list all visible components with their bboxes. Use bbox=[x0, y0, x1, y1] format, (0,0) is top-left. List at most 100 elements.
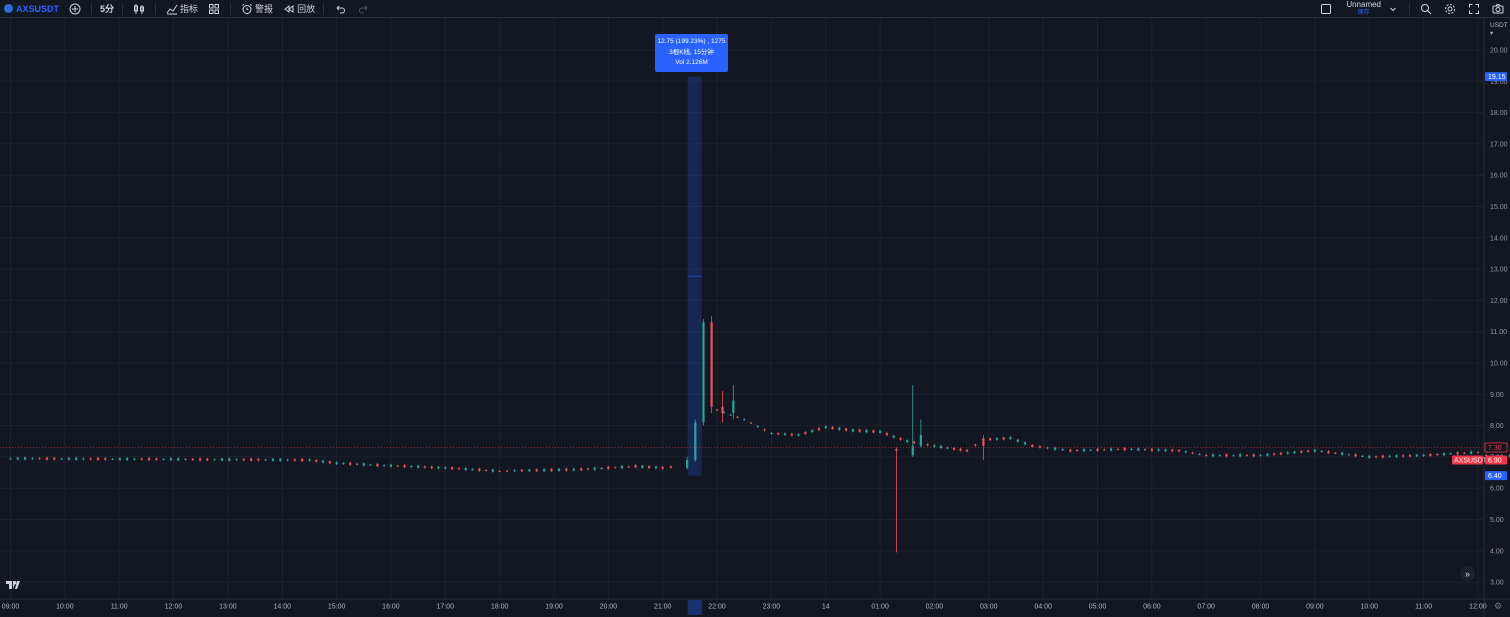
fullscreen-button[interactable] bbox=[1462, 0, 1486, 17]
candle-body bbox=[1109, 448, 1113, 451]
price-tick-label: 8.00 bbox=[1490, 423, 1504, 430]
candle-body bbox=[1429, 454, 1432, 456]
divider bbox=[230, 2, 232, 15]
candle-body bbox=[1307, 450, 1310, 452]
price-axis[interactable]: 20.00 19.00 18.00 17.00 16.00 15.00 14.00 13.00… bbox=[1452, 18, 1508, 617]
candle-body bbox=[213, 459, 216, 461]
redo-button[interactable] bbox=[352, 0, 376, 17]
interval-button[interactable]: 5分 bbox=[96, 0, 118, 17]
candle-body bbox=[308, 459, 311, 461]
candle-body bbox=[912, 441, 916, 444]
candle-body bbox=[817, 428, 821, 431]
candle-body bbox=[328, 461, 331, 464]
candle-body bbox=[1422, 454, 1425, 457]
layout-toggle-button[interactable] bbox=[1314, 0, 1338, 17]
settings-button[interactable] bbox=[1438, 0, 1462, 17]
replay-button[interactable]: 回放 bbox=[277, 0, 319, 17]
candle-body bbox=[892, 435, 895, 438]
candle-body bbox=[82, 458, 85, 460]
candle-body bbox=[257, 459, 260, 461]
candle-body bbox=[1436, 454, 1439, 456]
tooltip-bars: 3根K线, 15分钟 bbox=[669, 48, 714, 56]
candle-body bbox=[104, 458, 107, 460]
tradingview-logo[interactable] bbox=[6, 580, 20, 592]
time-tick-label: 10:00 bbox=[1360, 604, 1378, 611]
candle-body bbox=[1191, 452, 1194, 454]
candle-body bbox=[505, 470, 509, 472]
time-tick-label: 09:00 bbox=[1306, 604, 1324, 611]
candle-body bbox=[1096, 448, 1099, 451]
candle-body bbox=[417, 465, 420, 468]
alarm-clock-icon bbox=[239, 1, 255, 17]
price-chart[interactable]: 20.00 19.00 18.00 17.00 16.00 15.00 14.00 13.00… bbox=[0, 18, 1510, 617]
candle-body bbox=[1245, 455, 1249, 457]
chart-grid bbox=[0, 18, 1484, 599]
candle-body bbox=[1259, 454, 1262, 456]
price-tick-label: 19.00 bbox=[1490, 79, 1508, 86]
candle-body bbox=[565, 468, 568, 471]
high-price-marker-bg bbox=[1485, 72, 1507, 82]
scroll-to-realtime-button[interactable]: » bbox=[1460, 566, 1475, 581]
candle-body bbox=[831, 426, 834, 429]
candle-body bbox=[790, 433, 793, 436]
candle-body bbox=[162, 459, 165, 461]
search-button[interactable] bbox=[1414, 0, 1438, 17]
indicators-button[interactable]: 指标 bbox=[160, 0, 202, 17]
candle-body bbox=[450, 467, 454, 470]
price-tick-label: 12.00 bbox=[1490, 298, 1508, 305]
candle-body bbox=[235, 459, 238, 461]
candle-body bbox=[67, 457, 70, 460]
chart-type-button[interactable] bbox=[127, 0, 151, 17]
undo-button[interactable] bbox=[328, 0, 352, 17]
time-tick-label: 23:00 bbox=[763, 604, 781, 611]
candle-body bbox=[535, 469, 538, 472]
candle-body bbox=[1177, 449, 1181, 452]
candle-body bbox=[1361, 455, 1364, 457]
time-axis-settings-button[interactable]: ⚙ bbox=[1494, 601, 1502, 612]
candle-body bbox=[661, 466, 664, 469]
candle-body bbox=[38, 458, 41, 460]
candle-body bbox=[1313, 449, 1316, 452]
candle-body bbox=[783, 433, 787, 435]
alert-button[interactable]: 警报 bbox=[235, 0, 277, 17]
candle-body bbox=[60, 458, 63, 460]
currency-label[interactable]: USDT ▾ bbox=[1490, 22, 1508, 37]
candle-body bbox=[1198, 453, 1201, 455]
candle-body bbox=[228, 458, 231, 461]
candle-body bbox=[641, 465, 644, 468]
candle-body bbox=[654, 466, 658, 469]
candle-body bbox=[301, 458, 304, 462]
candle-body bbox=[279, 458, 282, 461]
tooltip-volume: Vol 2.126M bbox=[675, 59, 708, 67]
compare-symbol-button[interactable] bbox=[63, 0, 87, 17]
candle-body bbox=[736, 416, 739, 418]
candle-body bbox=[9, 458, 12, 460]
candle-body bbox=[732, 400, 735, 414]
candle-body bbox=[403, 465, 406, 468]
price-tick-label: 14.00 bbox=[1490, 235, 1508, 242]
time-tick-label: 16:00 bbox=[382, 604, 400, 611]
candle-body bbox=[824, 426, 827, 429]
snapshot-button[interactable] bbox=[1486, 0, 1510, 17]
candle-body bbox=[1054, 447, 1057, 450]
candle-body bbox=[607, 466, 610, 469]
candle-body bbox=[1076, 450, 1079, 452]
candle-body bbox=[520, 469, 523, 472]
layout-menu-button[interactable]: Unnamed 保存 bbox=[1338, 0, 1405, 17]
time-axis[interactable]: 09:00 10:00 11:00 12:00 13:00 14:00 15:00 16:00… bbox=[0, 598, 1510, 615]
candle-body bbox=[1130, 448, 1133, 450]
candle-body bbox=[1476, 452, 1480, 454]
candle-body bbox=[96, 457, 100, 461]
candle-body bbox=[1038, 446, 1041, 448]
symbol-selector[interactable]: AXSUSDT bbox=[0, 0, 63, 17]
alert-label: 警报 bbox=[255, 4, 274, 14]
candle-body bbox=[1252, 454, 1255, 457]
candle-body bbox=[1279, 452, 1283, 455]
candle-body bbox=[851, 429, 855, 432]
candle-body bbox=[430, 466, 433, 469]
candle-body bbox=[528, 469, 531, 472]
candle-body bbox=[797, 434, 800, 436]
time-tick-label: 21:00 bbox=[654, 604, 672, 611]
rewind-icon bbox=[281, 1, 297, 17]
templates-button[interactable] bbox=[202, 0, 226, 17]
